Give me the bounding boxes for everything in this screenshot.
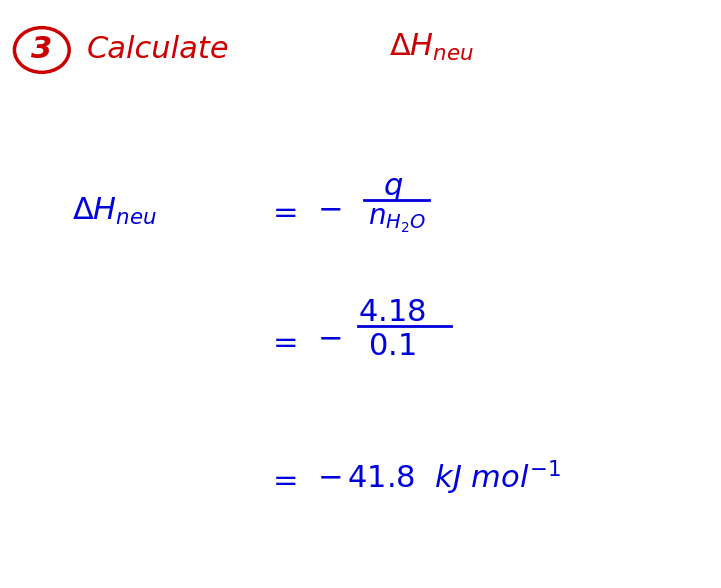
Text: $q$: $q$	[383, 173, 403, 203]
Text: $\Delta H_{neu}$: $\Delta H_{neu}$	[389, 32, 474, 62]
Text: $4.18$: $4.18$	[358, 298, 425, 328]
Text: $\Delta H_{neu}$: $\Delta H_{neu}$	[72, 196, 157, 227]
Text: $-$: $-$	[317, 194, 342, 223]
Text: $-\,41.8\ \ kJ\ mol^{-1}$: $-\,41.8\ \ kJ\ mol^{-1}$	[317, 458, 562, 497]
Text: $=$: $=$	[267, 465, 297, 494]
Text: Calculate: Calculate	[87, 35, 229, 65]
Text: 3: 3	[31, 35, 53, 65]
Text: $n_{H_{2}O}$: $n_{H_{2}O}$	[368, 206, 425, 235]
Text: $0.1$: $0.1$	[368, 332, 415, 362]
Text: $=$: $=$	[267, 326, 297, 356]
Text: $-$: $-$	[317, 323, 342, 353]
Text: $=$: $=$	[267, 197, 297, 226]
